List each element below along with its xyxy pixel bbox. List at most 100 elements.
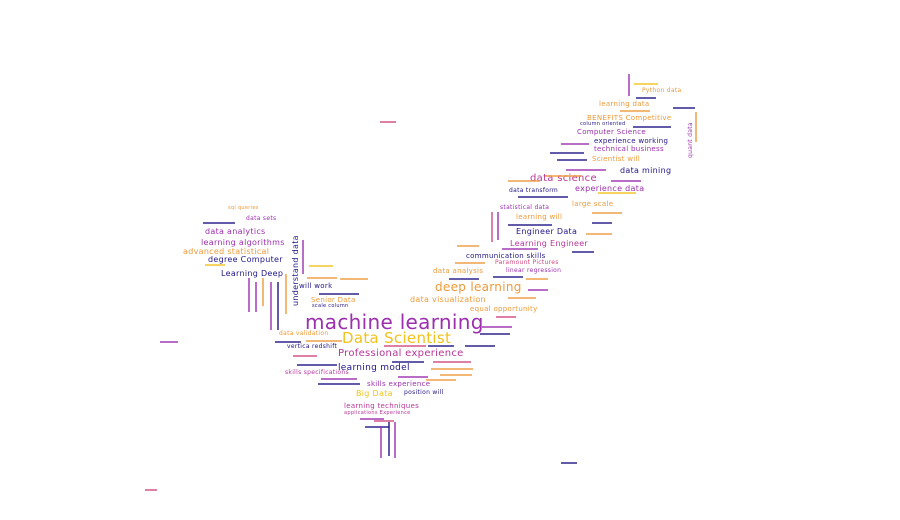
word-speck bbox=[394, 422, 396, 458]
word-speck bbox=[302, 240, 304, 274]
word-cloud-term: advanced statistical bbox=[183, 247, 270, 256]
word-speck bbox=[285, 274, 287, 314]
word-speck bbox=[620, 110, 650, 112]
word-cloud-term: quant data bbox=[687, 122, 694, 158]
word-cloud-term: linear regression bbox=[506, 267, 562, 274]
word-cloud-term: data mining bbox=[620, 166, 672, 175]
word-speck bbox=[384, 345, 426, 347]
word-speck bbox=[633, 126, 671, 128]
word-speck bbox=[388, 422, 390, 456]
word-speck bbox=[634, 83, 658, 85]
word-speck bbox=[440, 374, 472, 376]
word-speck bbox=[309, 265, 333, 267]
word-cloud-term: scale column bbox=[312, 303, 349, 309]
word-speck bbox=[433, 361, 471, 363]
word-speck bbox=[482, 326, 512, 328]
word-speck bbox=[557, 159, 587, 161]
word-cloud-term: Senior Data bbox=[311, 296, 356, 304]
word-speck bbox=[398, 376, 428, 378]
word-speck bbox=[545, 175, 581, 177]
word-speck bbox=[497, 212, 499, 240]
word-cloud-term: equal opportunity bbox=[470, 305, 538, 313]
word-cloud-term: column oriented bbox=[580, 121, 626, 127]
word-speck bbox=[307, 277, 337, 279]
word-cloud-term: will work bbox=[299, 282, 333, 290]
word-cloud-term: machine learning bbox=[305, 310, 484, 334]
word-speck bbox=[586, 233, 612, 235]
word-speck bbox=[277, 282, 279, 330]
word-speck bbox=[380, 426, 382, 458]
word-cloud-term: learning data bbox=[599, 100, 650, 108]
word-cloud-term: data visualization bbox=[410, 295, 486, 304]
word-cloud-term: data analytics bbox=[205, 227, 266, 236]
word-cloud-term: degree Computer bbox=[208, 255, 283, 264]
word-speck bbox=[561, 143, 589, 145]
word-speck bbox=[518, 196, 568, 198]
word-speck bbox=[493, 276, 523, 278]
word-cloud-term: experience data bbox=[575, 184, 645, 193]
word-speck bbox=[145, 489, 157, 491]
word-speck bbox=[248, 278, 250, 312]
word-cloud-term: Big Data bbox=[356, 389, 393, 398]
word-cloud-term: sql queries bbox=[228, 205, 259, 211]
word-speck bbox=[628, 74, 630, 96]
word-speck bbox=[255, 282, 257, 312]
word-cloud-term: learning techniques bbox=[344, 402, 420, 410]
word-cloud-term: applications Experience bbox=[344, 410, 411, 416]
word-speck bbox=[561, 462, 577, 464]
word-speck bbox=[262, 278, 264, 306]
word-cloud-term: Data Scientist bbox=[342, 329, 452, 347]
word-speck bbox=[508, 180, 540, 182]
word-speck bbox=[428, 345, 454, 347]
word-speck bbox=[374, 420, 394, 422]
word-cloud-term: data science bbox=[530, 173, 597, 184]
word-speck bbox=[496, 316, 516, 318]
word-speck bbox=[457, 245, 479, 247]
word-cloud-term: learning will bbox=[516, 213, 563, 221]
word-speck bbox=[318, 383, 360, 385]
word-cloud-term: technical business bbox=[594, 145, 664, 153]
word-speck bbox=[508, 297, 536, 299]
word-speck bbox=[598, 192, 636, 194]
word-cloud-term: Python data bbox=[642, 87, 682, 94]
word-speck bbox=[611, 180, 641, 182]
word-speck bbox=[160, 341, 178, 343]
word-speck bbox=[673, 107, 695, 109]
word-cloud-term: Learning Deep bbox=[221, 269, 284, 278]
word-speck bbox=[592, 222, 612, 224]
word-speck bbox=[455, 262, 485, 264]
word-speck bbox=[508, 224, 552, 226]
word-cloud-term: data validation bbox=[279, 330, 329, 337]
word-cloud-term: experience working bbox=[594, 137, 669, 145]
word-speck bbox=[465, 345, 495, 347]
word-cloud-term: deep learning bbox=[435, 280, 522, 294]
word-speck bbox=[449, 278, 479, 280]
word-speck bbox=[275, 341, 301, 343]
word-cloud-term: position will bbox=[404, 389, 444, 396]
word-cloud-term: large scale bbox=[572, 200, 614, 208]
word-speck bbox=[566, 169, 606, 171]
word-cloud-term: learning model bbox=[338, 363, 410, 373]
word-speck bbox=[365, 426, 389, 428]
word-cloud-term: data sets bbox=[246, 215, 277, 222]
word-cloud-term: data transform bbox=[509, 187, 559, 194]
word-cloud-term: skills specifications bbox=[285, 369, 349, 376]
word-speck bbox=[360, 418, 384, 420]
word-speck bbox=[297, 364, 337, 366]
word-speck bbox=[592, 212, 622, 214]
word-cloud-term: vertica redshift bbox=[287, 343, 338, 350]
word-cloud-term: BENEFITS Competitive bbox=[587, 114, 672, 122]
word-speck bbox=[636, 97, 656, 99]
word-speck bbox=[426, 379, 456, 381]
word-speck bbox=[293, 355, 317, 357]
word-speck bbox=[695, 112, 697, 142]
word-cloud-term: Scientist will bbox=[592, 155, 641, 163]
word-speck bbox=[380, 121, 396, 123]
word-speck bbox=[431, 368, 473, 370]
word-cloud-term: communication skills bbox=[466, 252, 546, 260]
word-cloud-term: learning algorithms bbox=[201, 238, 285, 247]
word-cloud-term: Learning Engineer bbox=[510, 239, 589, 248]
word-speck bbox=[306, 340, 342, 342]
word-speck bbox=[550, 152, 584, 154]
